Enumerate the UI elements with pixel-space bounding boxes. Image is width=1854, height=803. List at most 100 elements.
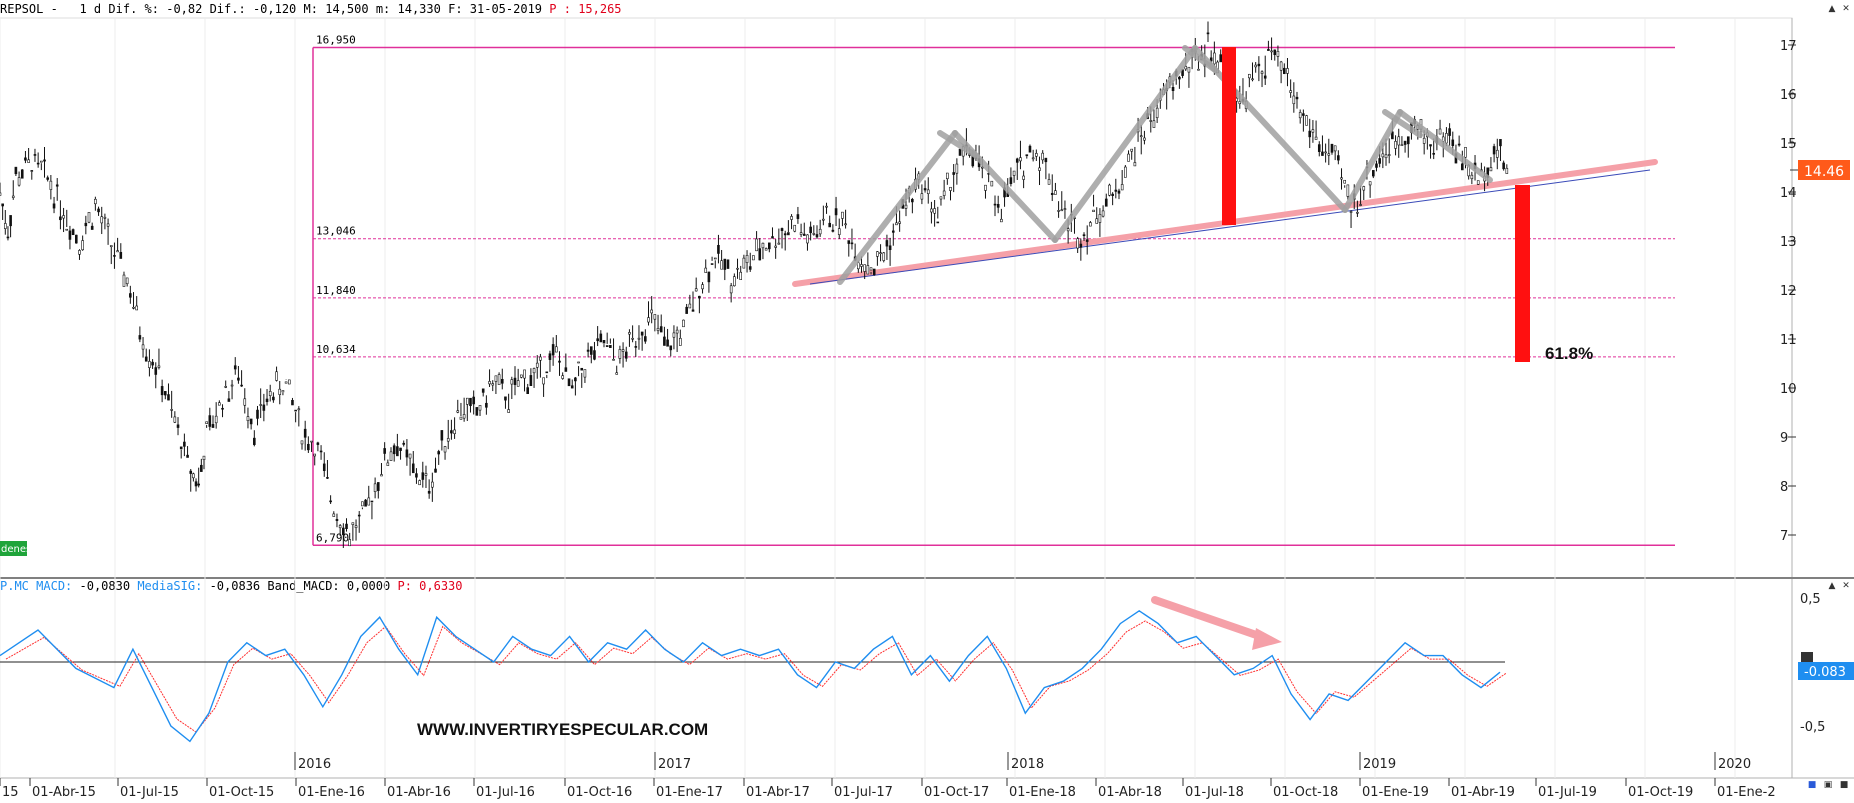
candle-body	[284, 381, 288, 384]
candle-body	[802, 233, 806, 236]
chart-type-icon[interactable]: ■	[1839, 780, 1849, 790]
candle-body	[675, 329, 679, 334]
candle-body	[818, 228, 822, 235]
candle-body	[1499, 139, 1502, 147]
y-tick-label-8: 15	[1780, 137, 1797, 152]
candle-body	[1333, 145, 1337, 152]
candle-body	[952, 172, 955, 175]
candle-body	[326, 477, 329, 479]
candle-body	[154, 367, 158, 375]
candle-body	[984, 184, 987, 191]
candle-body	[214, 415, 218, 424]
candle-body	[33, 154, 37, 156]
candle-body	[1492, 146, 1496, 155]
signal-line	[5, 620, 1507, 733]
candle-body	[1378, 158, 1381, 164]
candle-body	[955, 163, 959, 174]
candle-body	[62, 215, 65, 219]
settings-icon[interactable]: ▣	[1823, 780, 1833, 790]
candle-body	[1127, 153, 1130, 162]
candle-body	[97, 208, 100, 213]
last-price-tag-text: 14.46	[1804, 164, 1844, 180]
value-tags: denes 14.46 -0.083	[0, 160, 1854, 680]
dif-value: -0,120	[252, 2, 297, 16]
save-icon[interactable]: ■	[1807, 780, 1817, 790]
candle-body	[535, 362, 539, 368]
candle-body	[329, 500, 332, 503]
candle-body	[164, 391, 167, 396]
candle-body	[421, 472, 425, 480]
candle-body	[1476, 180, 1480, 185]
candle-body	[113, 255, 116, 257]
macd-collapse-button[interactable]: ▲	[1828, 581, 1836, 591]
candle-body	[516, 380, 520, 387]
candle-body	[1400, 144, 1404, 147]
candle-body	[49, 180, 53, 190]
candle-body	[523, 369, 526, 379]
candle-body	[739, 271, 742, 280]
candle-body	[90, 225, 94, 230]
zigzag-tick-2	[1382, 109, 1423, 138]
collapse-button[interactable]: ▲	[1828, 4, 1836, 14]
candle-body	[752, 255, 755, 261]
price-header: REPSOL - 1 d Dif. %: -0,82 Dif.: -0,120 …	[0, 0, 622, 18]
candle-body	[319, 450, 323, 453]
candle-body	[837, 228, 841, 235]
candle-body	[1260, 71, 1264, 74]
dif-pct-value: -0,82	[166, 2, 203, 16]
candle-body	[459, 416, 463, 420]
candle-body	[1387, 154, 1391, 156]
candle-body	[205, 421, 208, 424]
candle-body	[659, 326, 663, 333]
candle-body	[1152, 120, 1156, 128]
candle-body	[348, 539, 351, 547]
price-value: 15,265	[578, 2, 622, 16]
candle-body	[1368, 181, 1372, 186]
candle-body	[1295, 96, 1299, 100]
candle-body	[24, 157, 27, 161]
candle-body	[1038, 167, 1041, 171]
candle-body	[650, 309, 653, 314]
candle-body	[43, 159, 46, 162]
candle-body	[1054, 190, 1057, 195]
candle-body	[399, 447, 402, 451]
candle-body	[1362, 186, 1366, 191]
candle-body	[1238, 101, 1242, 105]
candle-body	[103, 216, 107, 219]
candle-body	[466, 397, 469, 405]
candle-body	[860, 264, 863, 267]
candle-body	[1330, 143, 1334, 153]
zigzag-segment-2	[1052, 45, 1198, 243]
candle-body	[500, 378, 504, 384]
candle-body	[1035, 153, 1038, 157]
candle-body	[1267, 49, 1270, 51]
candle-body	[1124, 166, 1127, 178]
candle-body	[9, 215, 12, 227]
macd-close-button[interactable]: ✕	[1842, 581, 1850, 591]
candle-body	[351, 522, 355, 525]
candle-body	[1321, 151, 1324, 156]
candle-body	[1130, 148, 1134, 152]
close-button[interactable]: ✕	[1842, 4, 1850, 14]
candle-body	[1470, 174, 1474, 180]
candle-body	[618, 349, 622, 359]
date-label-17: 01-Abr-19	[1451, 785, 1515, 800]
candle-body	[65, 228, 69, 231]
fib-label-1: 13,046	[316, 225, 356, 238]
support-trendline-inner	[809, 169, 1651, 285]
candle-body	[1, 203, 4, 207]
date-label-13: 01-Abr-18	[1098, 785, 1162, 800]
candle-body	[94, 198, 97, 205]
projected-move-bar	[1515, 185, 1530, 362]
date-label-3: 01-Oct-15	[209, 785, 274, 800]
candle-body	[396, 446, 399, 457]
candle-body	[1028, 145, 1032, 153]
candle-body	[624, 351, 628, 359]
candle-body	[1206, 32, 1210, 35]
candle-body	[1340, 177, 1343, 180]
candle-body	[233, 365, 237, 370]
candle-body	[586, 349, 590, 352]
candle-body	[342, 527, 345, 536]
candle-body	[520, 374, 523, 378]
